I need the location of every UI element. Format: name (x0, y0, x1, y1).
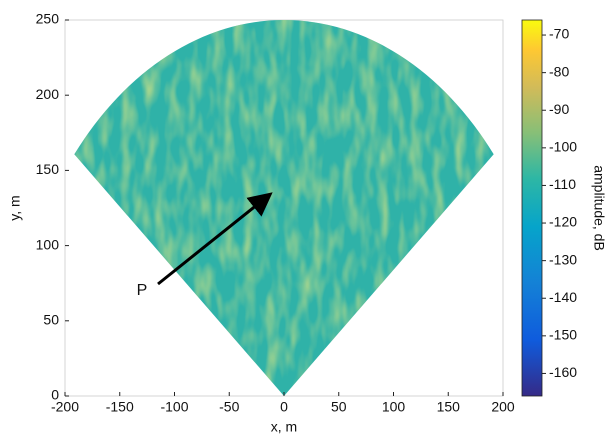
y-tick-label: 0 (51, 387, 59, 403)
y-tick-label: 250 (36, 11, 60, 27)
colorbar-tick-label: -130 (549, 251, 577, 267)
sector-speckle (74, 19, 494, 397)
y-tick-label: 50 (43, 312, 59, 328)
y-axis-label: y, m (7, 195, 23, 220)
y-tick-label: 150 (36, 161, 60, 177)
x-tick-label: 150 (437, 399, 461, 415)
x-tick-label: 50 (331, 399, 347, 415)
colorbar-tick-label: -100 (549, 139, 577, 155)
x-axis-label: x, m (271, 419, 297, 435)
x-tick-label: 0 (280, 399, 288, 415)
sector-image (74, 19, 494, 397)
x-tick-label: -200 (51, 399, 79, 415)
colorbar-tick-label: -160 (549, 364, 577, 380)
colorbar-label: amplitude, dB (591, 165, 607, 251)
colorbar (521, 19, 543, 397)
x-tick-label: 100 (382, 399, 406, 415)
y-tick-label: 200 (36, 86, 60, 102)
colorbar-tick-label: -120 (549, 214, 577, 230)
x-tick-label: -50 (219, 399, 239, 415)
x-tick-label: -100 (160, 399, 188, 415)
x-tick-label: -150 (106, 399, 134, 415)
colorbar-tick-label: -70 (549, 26, 569, 42)
colorbar-tick-label: -80 (549, 63, 569, 79)
x-tick-label: 200 (491, 399, 515, 415)
colorbar-tick-label: -90 (549, 101, 569, 117)
colorbar-tick-label: -150 (549, 327, 577, 343)
annotation: P (137, 282, 148, 299)
y-tick-label: 100 (36, 236, 60, 252)
colorbar-tick-label: -110 (549, 176, 576, 192)
annotation-arrow (157, 192, 273, 286)
colorbar-tick-label: -140 (549, 289, 577, 305)
